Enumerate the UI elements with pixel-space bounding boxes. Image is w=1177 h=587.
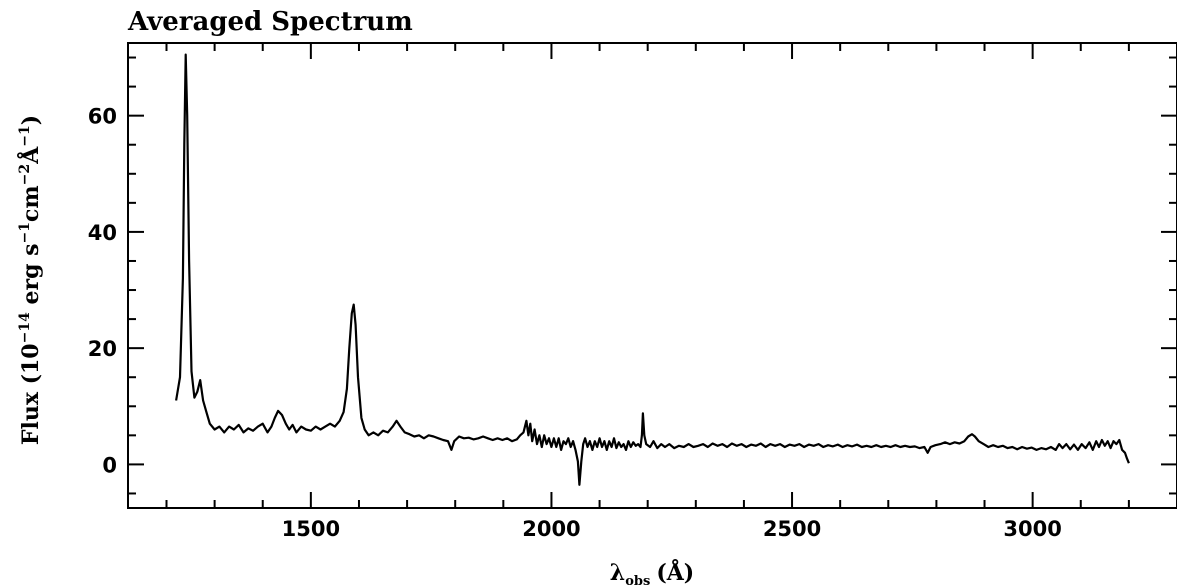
x-tick-label: 3000: [1003, 517, 1061, 541]
y-axis-label-part3: cm: [18, 185, 44, 222]
x-axis-label-symbol: λ: [610, 560, 625, 586]
y-axis-label: Flux (10−14 erg s−1cm−2Å−1): [17, 115, 44, 445]
y-axis-label-part2: erg s: [18, 243, 44, 312]
axis-ticks: [128, 43, 1177, 508]
x-axis-label: λobs (Å): [610, 559, 694, 587]
y-axis-label-exp4: −1: [17, 125, 33, 146]
x-tick-label: 2000: [522, 517, 580, 541]
y-axis-label-exp2: −1: [17, 222, 33, 243]
x-tick-labels: 1500 2000 2500 3000: [282, 517, 1062, 541]
y-tick-label: 20: [88, 337, 117, 361]
y-tick-labels: 0 20 40 60: [88, 105, 117, 478]
y-axis-label-prefix: Flux (10: [18, 343, 44, 445]
series-line-spectrum: [175, 53, 1130, 486]
chart-title: Averaged Spectrum: [127, 7, 413, 37]
y-axis-label-exp3: −2: [17, 164, 33, 185]
y-axis-label-part4: Å: [17, 146, 44, 165]
y-tick-label: 0: [102, 453, 117, 477]
x-tick-label: 2500: [763, 517, 821, 541]
x-axis-label-unit: (Å): [656, 559, 694, 586]
y-tick-label: 40: [88, 221, 117, 245]
x-axis-label-subscript: obs: [625, 574, 650, 587]
plot-frame: [127, 42, 1177, 509]
y-tick-label: 60: [88, 105, 117, 129]
y-axis-label-exp: −14: [17, 312, 33, 343]
x-tick-label: 1500: [282, 517, 340, 541]
y-axis-label-suffix: ): [18, 115, 44, 125]
